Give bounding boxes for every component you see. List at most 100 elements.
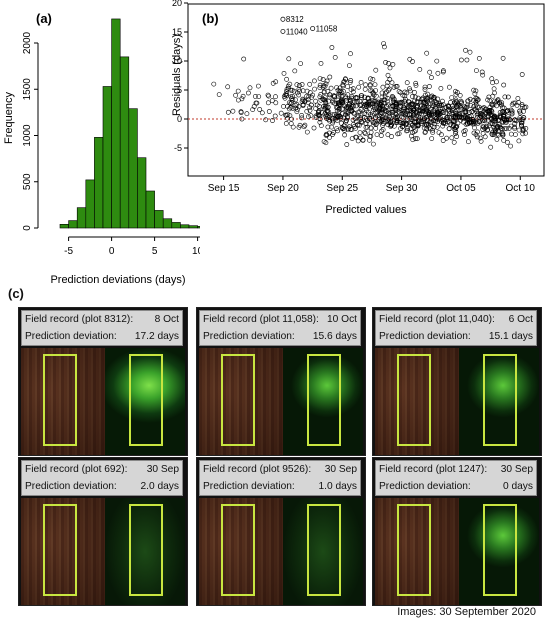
scatter-point — [438, 86, 444, 91]
scatter-point — [482, 118, 488, 124]
scatter-point — [379, 118, 384, 123]
scatter-point — [465, 98, 471, 104]
scatter-point — [286, 56, 292, 62]
scatter-point — [494, 136, 500, 142]
scatter-point — [454, 90, 460, 95]
scatter-point — [508, 143, 513, 149]
scatter-y-tick-label: 20 — [172, 0, 182, 8]
scatter-point — [308, 113, 314, 119]
histogram-bar — [68, 220, 78, 229]
scatter-point — [459, 110, 465, 116]
histogram-bar — [137, 157, 147, 229]
scatter-point — [415, 123, 420, 129]
scatter-point — [288, 87, 294, 93]
scatter-point — [304, 129, 310, 135]
scatter-point — [343, 95, 349, 101]
plot-boundary-box — [129, 504, 163, 596]
scatter-point — [290, 124, 296, 130]
scatter-point — [518, 120, 524, 126]
scatter-point — [469, 119, 475, 124]
plot-image-tile: Field record (plot 692): 30 Sep Predictio… — [18, 457, 188, 606]
scatter-point — [241, 56, 247, 62]
scatter-point — [446, 84, 452, 90]
scatter-y-tick-label: -5 — [174, 143, 182, 153]
histogram-y-label: Frequency — [3, 92, 15, 144]
plot-image-tile: Field record (plot 11,040): 6 Oct Predict… — [372, 307, 542, 456]
scatter-point — [368, 125, 374, 131]
scatter-point — [342, 132, 347, 138]
scatter-point — [370, 91, 376, 97]
scatter-point — [334, 85, 339, 90]
scatter-point — [489, 121, 495, 127]
scatter-point — [374, 100, 380, 106]
scatter-point — [353, 95, 359, 100]
scatter-point — [414, 136, 420, 142]
scatter-point — [474, 134, 480, 140]
scatter-point — [395, 113, 401, 119]
scatter-point — [323, 104, 329, 110]
scatter-point — [501, 112, 507, 118]
tile-header: Field record (plot 1247): 30 Sep Predicti… — [375, 460, 537, 496]
scatter-point — [348, 105, 354, 111]
scatter-point — [418, 108, 424, 114]
scatter-point — [287, 106, 292, 112]
panel-a-label: (a) — [36, 11, 52, 26]
scatter-point — [471, 87, 477, 93]
scatter-point — [338, 120, 344, 126]
scatter-point — [479, 118, 485, 124]
scatter-point — [358, 119, 364, 124]
scatter-point — [336, 109, 342, 115]
scatter-point — [394, 118, 400, 124]
scatter-point — [520, 131, 526, 137]
scatter-point — [349, 136, 355, 141]
scatter-point — [477, 115, 483, 121]
scatter-point — [494, 103, 499, 109]
scatter-point — [327, 74, 333, 80]
scatter-point — [321, 139, 327, 144]
scatter-point — [477, 111, 483, 117]
scatter-point — [288, 121, 294, 126]
scatter-point — [478, 138, 484, 144]
histogram-y-tick-label: 500 — [22, 173, 33, 190]
histogram-bar — [154, 210, 164, 229]
scatter-point — [284, 89, 289, 94]
scatter-point — [281, 104, 286, 109]
histogram-bar — [85, 179, 95, 229]
histogram-bar — [128, 108, 138, 229]
scatter-point — [359, 95, 365, 100]
scatter-point — [366, 137, 372, 143]
scatter-point — [382, 94, 388, 100]
scatter-point — [299, 115, 305, 121]
scatter-point — [379, 94, 385, 100]
scatter-point — [284, 76, 289, 82]
scatter-point — [463, 47, 468, 53]
scatter-point — [400, 105, 406, 110]
scatter-point — [490, 118, 496, 124]
scatter-point — [515, 96, 521, 101]
scatter-point — [367, 82, 373, 88]
rgb-plot-image — [21, 498, 105, 605]
scatter-point — [430, 96, 436, 102]
scatter-point — [293, 105, 298, 111]
scatter-x-tick-label: Sep 30 — [386, 183, 418, 194]
scatter-point — [318, 123, 324, 128]
scatter-point — [285, 112, 291, 117]
scatter-point — [452, 119, 458, 125]
scatter-point — [373, 110, 379, 116]
scatter-point — [464, 57, 470, 63]
field-record-label: Field record (plot 11,058): — [203, 314, 319, 325]
scatter-point — [384, 104, 389, 109]
scatter-point — [455, 120, 461, 126]
scatter-point — [396, 89, 402, 94]
scatter-point — [349, 104, 355, 110]
scatter-point — [359, 111, 365, 117]
scatter-point — [415, 103, 420, 109]
scatter-point — [463, 105, 469, 110]
scatter-point — [373, 125, 379, 131]
scatter-point — [385, 95, 390, 101]
scatter-point — [350, 89, 356, 95]
scatter-point — [353, 116, 358, 122]
scatter-point — [512, 125, 518, 131]
scatter-point — [462, 107, 468, 113]
scatter-point — [393, 84, 399, 89]
